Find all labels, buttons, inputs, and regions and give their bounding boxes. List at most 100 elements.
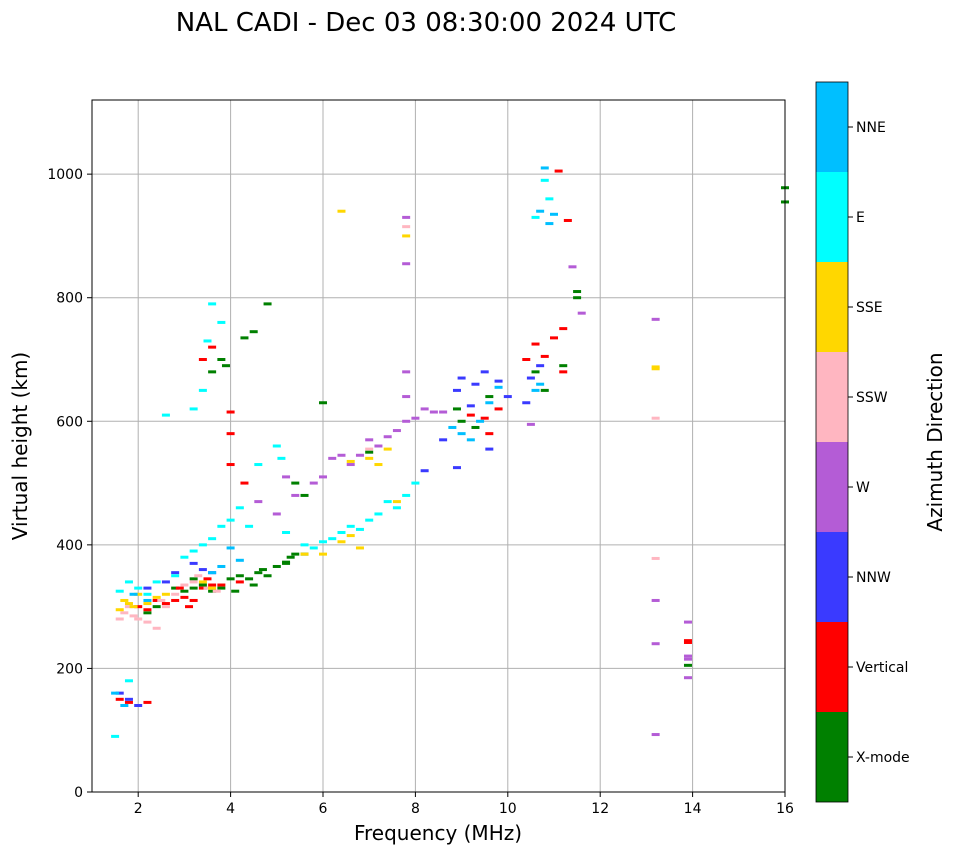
data-point-ssw: [365, 447, 374, 451]
data-point-e: [282, 531, 291, 534]
data-point-w: [272, 512, 281, 516]
colorbar-label: SSW: [856, 390, 888, 406]
data-point-e: [392, 506, 401, 510]
data-point-w: [402, 419, 411, 423]
data-point-vertical: [226, 410, 235, 414]
data-point-sse: [374, 463, 383, 467]
y-tick-label: 0: [74, 785, 83, 801]
data-point-x-mode: [282, 561, 291, 565]
x-tick-label: 8: [411, 801, 420, 817]
data-point-x-mode: [286, 555, 295, 559]
data-point-w: [402, 370, 411, 374]
data-point-x-mode: [365, 450, 374, 454]
data-point-sse: [115, 608, 124, 612]
data-point-x-mode: [208, 370, 217, 374]
x-tick-label: 4: [226, 801, 235, 817]
data-point-ssw: [161, 605, 170, 609]
data-point-vertical: [115, 697, 124, 701]
data-point-nne: [448, 425, 457, 429]
data-point-vertical: [550, 336, 558, 340]
data-point-vertical: [226, 432, 235, 436]
data-points: [111, 166, 789, 738]
data-point-nnw: [503, 395, 512, 399]
data-point-sse: [346, 459, 355, 463]
data-point-vertical: [683, 639, 692, 643]
data-point-w: [365, 438, 374, 442]
colorbar-label: X-mode: [856, 750, 910, 766]
data-point-nnw: [420, 469, 429, 473]
data-point-w: [337, 453, 346, 457]
data-point-e: [545, 197, 554, 201]
data-point-x-mode: [573, 290, 582, 294]
data-point-sse: [319, 552, 327, 556]
data-point-e: [365, 518, 374, 522]
data-point-w: [429, 410, 438, 414]
data-point-w: [568, 265, 577, 269]
data-point-nnw: [452, 466, 461, 470]
data-point-e: [254, 463, 263, 467]
data-point-e: [124, 580, 133, 584]
data-point-e: [115, 589, 124, 593]
data-point-w: [402, 262, 411, 266]
data-point-x-mode: [171, 586, 180, 590]
data-point-e: [383, 500, 392, 504]
data-point-nne: [466, 438, 475, 442]
data-point-vertical: [134, 605, 143, 609]
data-point-vertical: [540, 354, 549, 358]
data-point-x-mode: [291, 552, 300, 556]
data-point-x-mode: [258, 568, 267, 572]
data-point-w: [526, 422, 535, 426]
data-point-sse: [143, 602, 152, 606]
data-point-vertical: [152, 598, 161, 602]
data-point-sse: [402, 234, 411, 238]
data-point-x-mode: [208, 589, 217, 593]
data-point-x-mode: [485, 395, 494, 399]
data-point-sse: [383, 447, 392, 451]
data-point-x-mode: [249, 330, 258, 334]
data-point-sse: [152, 595, 161, 599]
data-point-ssw: [143, 620, 152, 624]
data-point-e: [226, 518, 235, 522]
data-point-vertical: [480, 416, 489, 420]
data-point-nnw: [452, 388, 461, 392]
data-point-w: [291, 493, 300, 497]
data-point-nne: [540, 166, 549, 170]
data-point-nne: [545, 222, 554, 226]
data-point-x-mode: [143, 611, 152, 615]
data-point-w: [439, 410, 448, 414]
data-point-nnw: [115, 691, 124, 695]
data-point-vertical: [143, 700, 152, 704]
data-point-vertical: [175, 586, 184, 590]
data-point-e: [180, 555, 189, 559]
data-point-vertical: [522, 358, 531, 361]
data-point-e: [208, 302, 217, 306]
data-point-e: [198, 543, 207, 547]
y-tick-label: 800: [56, 291, 83, 307]
data-point-nnw: [485, 447, 494, 451]
data-point-e: [540, 178, 549, 182]
data-point-w: [402, 215, 411, 219]
colorbar-label: Vertical: [856, 660, 908, 676]
data-point-sse: [346, 534, 355, 538]
colorbar-segment: [816, 622, 848, 712]
data-point-w: [411, 416, 420, 420]
data-point-nne: [531, 388, 540, 392]
data-point-ssw: [115, 617, 124, 621]
data-point-e: [374, 512, 383, 516]
colorbar-segment: [816, 352, 848, 442]
data-point-ssw: [203, 586, 212, 590]
data-point-nnw: [143, 586, 152, 590]
data-point-ssw: [651, 556, 660, 560]
data-point-nnw: [457, 376, 466, 380]
data-point-e: [402, 493, 411, 497]
data-point-x-mode: [217, 358, 226, 361]
data-point-ssw: [180, 583, 189, 587]
data-point-e: [208, 537, 217, 541]
data-point-vertical: [531, 342, 540, 346]
data-point-sse: [392, 500, 401, 504]
data-point-sse: [198, 580, 207, 584]
data-point-vertical: [198, 586, 207, 590]
data-point-x-mode: [452, 407, 461, 411]
data-point-nnw: [134, 704, 143, 707]
data-point-x-mode: [471, 425, 480, 429]
